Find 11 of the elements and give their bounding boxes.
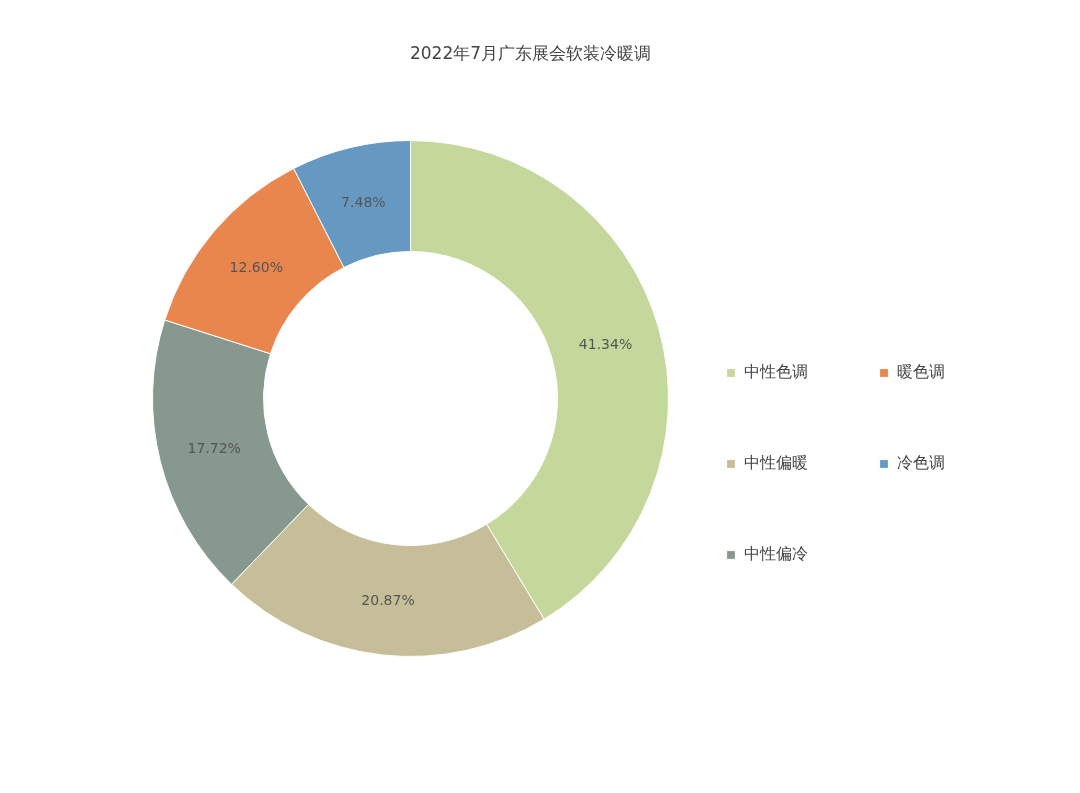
legend-label: 冷色调 <box>897 453 945 474</box>
legend-label: 中性偏暖 <box>744 453 808 474</box>
data-label: 7.48% <box>341 193 386 210</box>
data-label: 41.34% <box>578 336 633 353</box>
data-label: 12.60% <box>229 259 283 276</box>
data-label: 17.72% <box>187 440 241 457</box>
data-label: 20.87% <box>361 591 415 608</box>
chart-title: 2022年7月广东展会软装冷暖调 <box>409 42 652 63</box>
legend-label: 中性色调 <box>744 362 808 383</box>
legend-label: 中性偏冷 <box>744 544 808 565</box>
legend-label: 暖色调 <box>897 362 945 383</box>
